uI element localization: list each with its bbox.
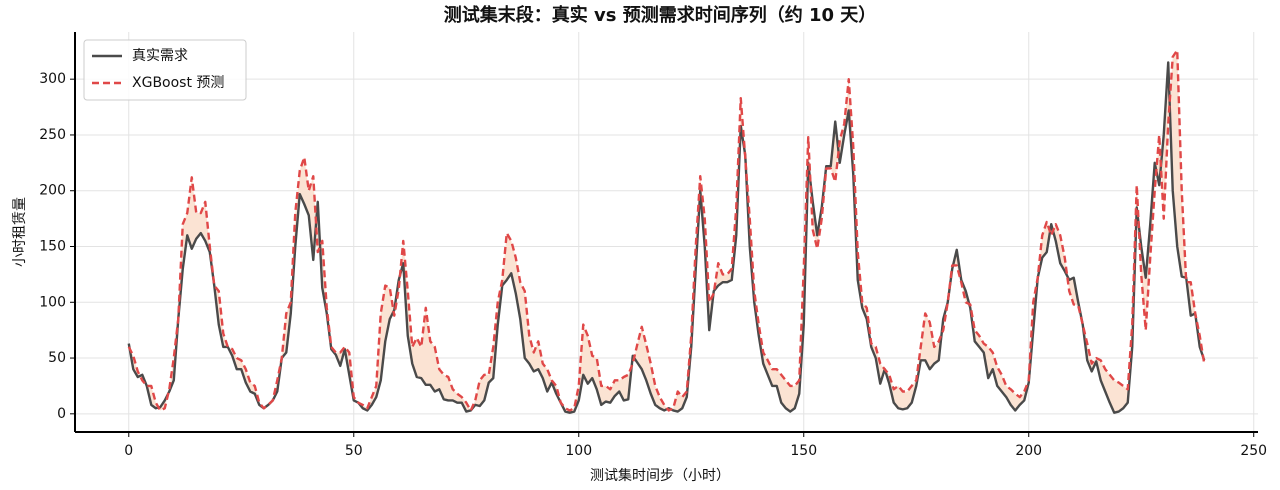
x-tick-label: 150 xyxy=(790,443,817,459)
x-axis-label: 测试集时间步（小时） xyxy=(590,467,730,484)
legend-label: 真实需求 xyxy=(132,48,188,64)
x-tick-label: 0 xyxy=(124,443,133,459)
series-line xyxy=(127,48,1206,412)
y-tick-label: 200 xyxy=(39,183,66,199)
y-tick-label: 50 xyxy=(48,350,66,366)
y-tick-label: 0 xyxy=(57,406,66,422)
x-tick-label: 250 xyxy=(1240,443,1267,459)
legend-label: XGBoost 预测 xyxy=(132,75,224,91)
legend-box xyxy=(83,39,247,101)
y-tick-label: 250 xyxy=(39,127,66,143)
x-tick-label: 50 xyxy=(345,443,363,459)
y-tick-label: 100 xyxy=(39,294,66,310)
y-axis-label: 小时租赁量 xyxy=(12,197,28,267)
y-tick-label: 300 xyxy=(39,71,66,87)
chart-title: 测试集末段：真实 vs 预测需求时间序列（约 10 天） xyxy=(444,4,877,26)
y-tick-label: 150 xyxy=(39,239,66,255)
x-tick-label: 200 xyxy=(1015,443,1042,459)
x-tick-label: 100 xyxy=(565,443,592,459)
